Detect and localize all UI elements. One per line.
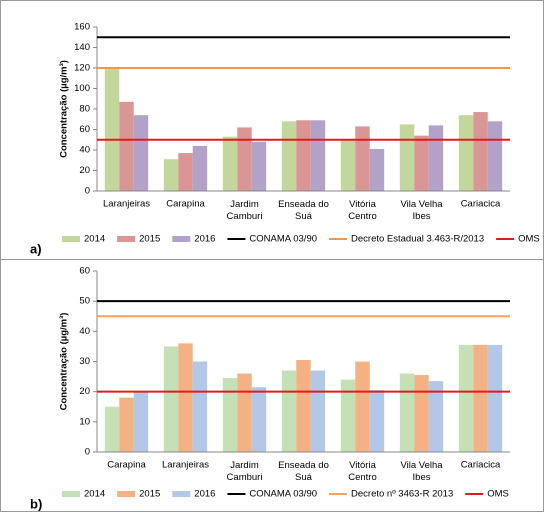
bar xyxy=(178,343,193,452)
bar xyxy=(237,127,252,191)
bar xyxy=(310,120,326,191)
bar xyxy=(133,391,149,452)
x-tick-label: Laranjeiras xyxy=(162,460,209,471)
legend-label: 2015 xyxy=(139,489,160,500)
y-tick-label: 160 xyxy=(74,22,90,33)
legend-label: OMS xyxy=(487,489,509,500)
bar xyxy=(296,359,311,452)
x-tick-label: Vila Velha Ibes xyxy=(400,199,443,222)
legend-label: Decreto nº 3463-R 2013 xyxy=(351,489,453,500)
bar xyxy=(163,346,179,452)
legend-label: 2014 xyxy=(84,489,105,500)
bar xyxy=(369,390,385,452)
y-tick-label: 50 xyxy=(79,296,90,307)
bar xyxy=(119,397,134,452)
legend-label: 2016 xyxy=(194,234,215,245)
x-tick-label: Vitória Centro xyxy=(348,199,377,222)
y-tick-label: 60 xyxy=(79,124,90,135)
y-tick-label: 10 xyxy=(79,416,90,427)
bar xyxy=(192,361,208,452)
bar xyxy=(458,344,474,452)
y-tick-label: 0 xyxy=(85,186,90,197)
x-tick-label: Carapina xyxy=(166,199,205,210)
y-tick-label: 120 xyxy=(74,63,90,74)
bar xyxy=(473,344,488,452)
bar xyxy=(237,373,252,452)
bar xyxy=(428,125,444,191)
x-tick-label: Cariacica xyxy=(461,199,501,210)
bar xyxy=(178,153,193,191)
legend-swatch xyxy=(62,236,80,242)
bar xyxy=(192,145,208,191)
legend-swatch xyxy=(117,236,136,242)
y-tick-label: 0 xyxy=(85,447,90,458)
bar xyxy=(340,139,356,191)
bar xyxy=(163,159,179,191)
bar xyxy=(458,115,474,191)
bar xyxy=(487,121,503,191)
bar xyxy=(355,126,370,191)
y-axis-title: Concentração (µg/m³) xyxy=(59,313,70,411)
legend-label: Decreto Estadual 3.463-R/2013 xyxy=(351,234,484,245)
y-axis-title: Concentração (µg/m³) xyxy=(59,60,70,158)
bar xyxy=(119,101,134,191)
legend-label: 2016 xyxy=(194,489,215,500)
bar xyxy=(296,120,311,191)
legend-label: OMS xyxy=(518,234,540,245)
x-tick-label: Laranjeiras xyxy=(103,199,150,210)
legend-swatch xyxy=(172,491,191,497)
y-tick-label: 140 xyxy=(74,42,90,53)
x-tick-label: Enseada do Suá xyxy=(278,460,329,483)
x-tick-label: Jardim Camburi xyxy=(227,199,263,222)
bar xyxy=(369,148,385,191)
legend-swatch xyxy=(62,491,80,497)
bar xyxy=(251,387,267,452)
y-tick-label: 40 xyxy=(79,145,90,156)
y-tick-label: 20 xyxy=(79,386,90,397)
bar xyxy=(340,379,356,452)
bar xyxy=(487,344,503,452)
legend-label: CONAMA 03/90 xyxy=(249,234,317,245)
panel-label: b) xyxy=(30,496,42,511)
x-tick-label: Vila Velha Ibes xyxy=(400,460,443,483)
bar xyxy=(251,141,267,191)
legend-label: 2014 xyxy=(84,234,105,245)
legend-swatch xyxy=(172,236,191,242)
y-tick-label: 60 xyxy=(79,266,90,277)
x-tick-label: Enseada do Suá xyxy=(278,199,329,222)
x-tick-label: Vitória Centro xyxy=(348,460,377,483)
bar xyxy=(222,136,238,191)
bar xyxy=(428,381,444,452)
bar xyxy=(414,135,429,191)
y-tick-label: 30 xyxy=(79,356,90,367)
y-tick-label: 100 xyxy=(74,83,90,94)
bar xyxy=(399,373,415,452)
bar xyxy=(414,375,429,452)
y-tick-label: 20 xyxy=(79,165,90,176)
bar xyxy=(281,121,297,191)
bar xyxy=(104,406,120,452)
bar xyxy=(355,361,370,452)
y-tick-label: 40 xyxy=(79,326,90,337)
panel-label: a) xyxy=(30,241,42,256)
bar xyxy=(473,112,488,191)
legend-swatch xyxy=(117,491,136,497)
x-tick-label: Jardim Camburi xyxy=(227,460,263,483)
bar xyxy=(133,115,149,191)
x-tick-label: Carapina xyxy=(107,460,146,471)
x-tick-label: Cariacica xyxy=(461,460,501,471)
bar xyxy=(281,370,297,452)
bar xyxy=(104,68,120,191)
legend-label: 2015 xyxy=(139,234,160,245)
bar xyxy=(399,124,415,191)
legend-label: CONAMA 03/90 xyxy=(249,489,317,500)
y-tick-label: 80 xyxy=(79,104,90,115)
bar xyxy=(310,370,326,452)
bar xyxy=(222,378,238,452)
